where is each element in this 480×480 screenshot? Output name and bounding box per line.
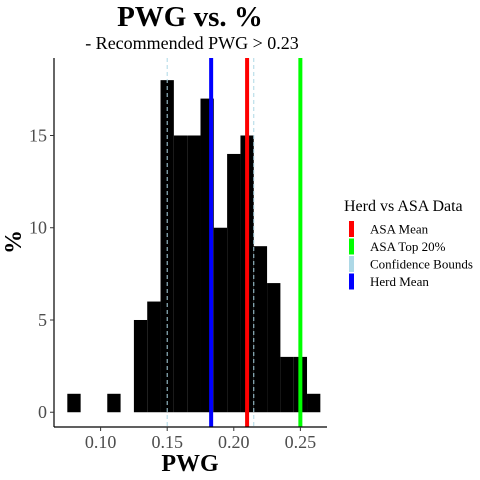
y-tick-label-3: 15	[29, 125, 47, 145]
histogram-bar-9	[227, 153, 241, 413]
y-tick-label-2: 10	[29, 218, 47, 238]
y-axis-ticks: 0 5 10 15	[29, 125, 54, 422]
chart-subtitle: - Recommended PWG > 0.23	[85, 33, 299, 53]
y-tick-label-1: 5	[38, 310, 47, 330]
legend-key-3	[349, 273, 354, 290]
y-axis-label: %	[1, 230, 27, 254]
legend-key-0	[349, 221, 354, 237]
axes	[53, 58, 327, 428]
histogram-bar-12	[267, 283, 281, 413]
legend-key-1	[349, 238, 354, 255]
legend-label-1: ASA Top 20%	[370, 239, 446, 254]
histogram-bar-1	[107, 393, 121, 413]
x-tick-label-2: 0.20	[218, 432, 250, 452]
histogram-bar-13	[280, 356, 294, 413]
x-tick-label-1: 0.15	[151, 432, 183, 452]
histogram-bar-11	[253, 246, 268, 413]
histogram-bar-3	[147, 301, 161, 413]
chart-title: PWG vs. %	[117, 1, 263, 33]
legend-entries: ASA Mean ASA Top 20% Confidence Bounds Herd…	[349, 221, 473, 290]
reference-lines	[166, 58, 303, 427]
histogram-bar-6	[187, 135, 201, 413]
legend-label-2: Confidence Bounds	[370, 257, 473, 272]
legend-title: Herd vs ASA Data	[344, 198, 463, 215]
histogram-bars	[67, 80, 321, 413]
legend: Herd vs ASA Data ASA Mean ASA Top 20% Conf…	[344, 198, 473, 290]
histogram-bar-15	[307, 393, 321, 413]
x-tick-label-0: 0.10	[85, 432, 117, 452]
histogram-bar-8	[213, 227, 228, 413]
histogram-bar-5	[173, 135, 188, 413]
histogram-bar-2	[133, 319, 148, 413]
legend-label-0: ASA Mean	[370, 222, 429, 237]
histogram-bar-0	[67, 393, 81, 413]
x-axis-label: PWG	[161, 451, 219, 477]
legend-label-3: Herd Mean	[370, 274, 429, 289]
x-tick-label-3: 0.25	[285, 432, 317, 452]
histogram-bar-4	[160, 80, 174, 413]
x-axis-ticks: 0.10 0.15 0.20 0.25	[85, 427, 316, 452]
legend-key-2	[349, 256, 354, 272]
y-tick-label-0: 0	[38, 402, 47, 422]
